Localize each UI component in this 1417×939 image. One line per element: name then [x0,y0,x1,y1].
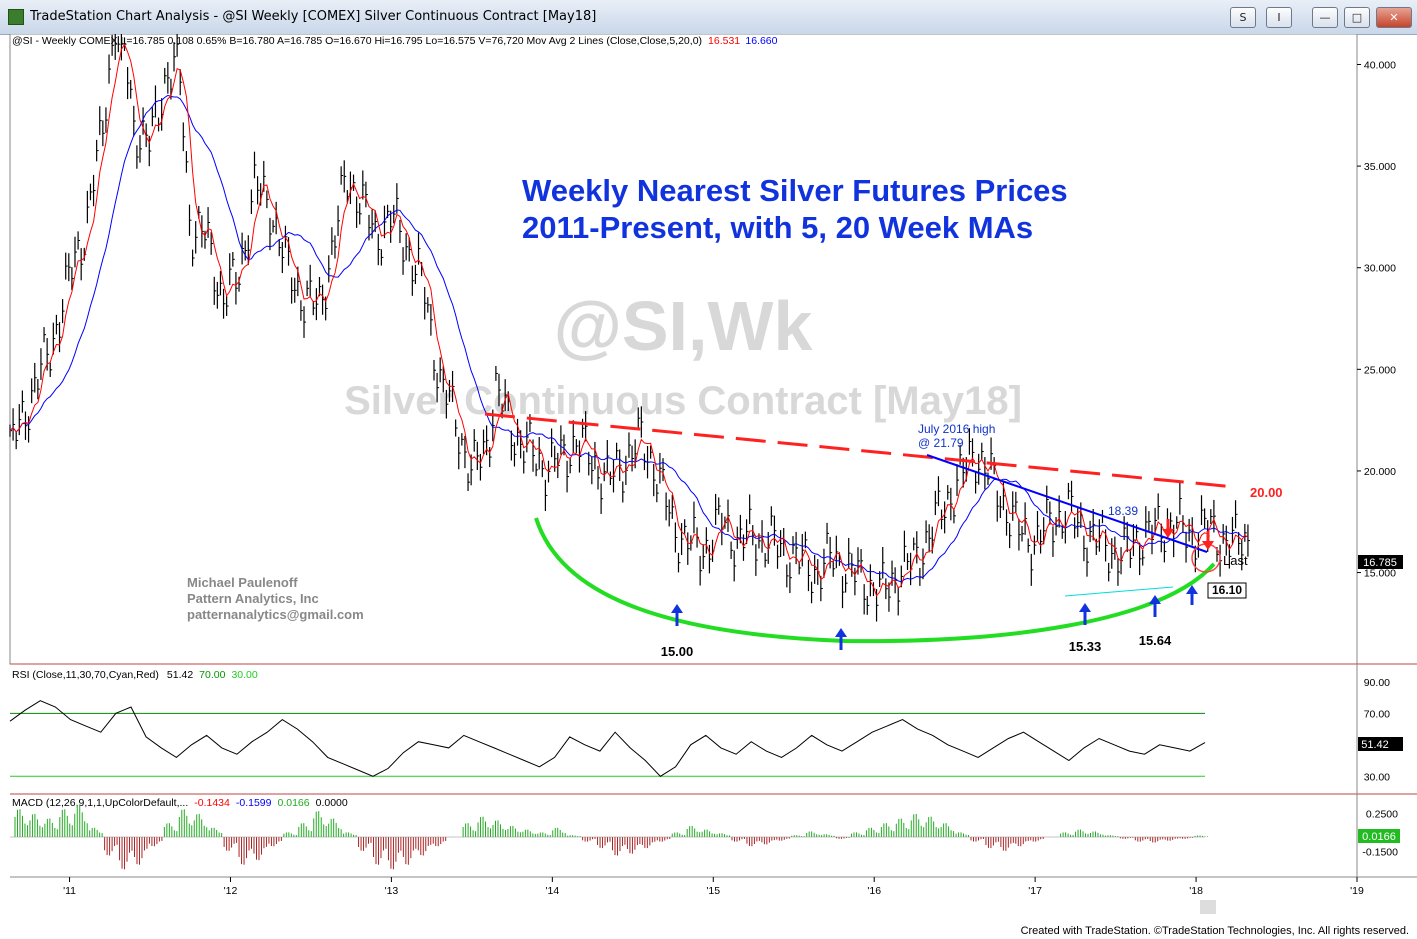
downtrend-line [926,454,1208,553]
x-tick-label: '17 [1028,885,1042,897]
rsi-tick-label: 30.00 [1364,771,1390,783]
header-text: @SI - Weekly COMEX L=16.785 0.108 0.65% … [12,35,702,47]
macd-v2: -0.1599 [236,797,272,809]
author-company: Pattern Analytics, Inc [187,591,319,606]
arrow-up-icon [835,628,847,650]
x-tick-label: '11 [63,885,76,897]
indicator-menu-button[interactable]: I [1266,7,1292,28]
arrow-down-icon [1202,531,1214,550]
macd-v3: 0.0166 [278,797,310,809]
price-axis: 40.000 35.000 30.000 25.000 20.000 15.000 [1357,59,1396,580]
low-label-15-64: 15.64 [1139,633,1172,648]
low-label-15-00: 15.00 [661,644,694,659]
rsi-os-value: 30.00 [231,669,257,681]
arrow-up-icon [671,604,683,626]
macd-value-box [1358,829,1400,843]
last-price-value: 16.785 [1363,557,1397,569]
scrollbar-thumb[interactable] [1200,900,1216,914]
macd-tick-label: -0.1500 [1362,846,1398,858]
support-box-label: 16.10 [1212,583,1242,597]
arrow-up-icon [1079,603,1091,625]
last-price-box [1358,555,1403,569]
y-tick-label: 35.000 [1364,161,1396,173]
rsi-title: RSI (Close,11,30,70,Cyan,Red) [12,669,159,681]
y-tick-label: 25.000 [1364,364,1396,376]
y-tick-label: 20.000 [1364,466,1396,478]
x-tick-label: '15 [706,885,720,897]
rsi-ob-value: 70.00 [199,669,225,681]
rsi-axis: 90.00 70.00 30.00 [1364,677,1390,783]
arrow-up-icon [1149,595,1161,617]
ma-fast-value: 16.531 [708,35,740,47]
low-label-15-33: 15.33 [1069,639,1102,654]
x-tick-label: '12 [224,885,238,897]
rsi-tick-label: 70.00 [1364,708,1390,720]
macd-value-box-label: 0.0166 [1362,831,1396,843]
ma-slow-value: 16.660 [745,35,777,47]
maximize-button[interactable]: □ [1344,7,1370,28]
window-titlebar: TradeStation Chart Analysis - @SI Weekly… [0,0,1417,35]
ma-5-line [9,43,1249,597]
macd-v1: -0.1434 [194,797,230,809]
minimize-button[interactable]: — [1312,7,1338,28]
rsi-line [9,700,1206,777]
last-label: Last [1223,553,1248,568]
macd-tick-label: 0.2500 [1366,808,1398,820]
arrow-down-icon [1162,519,1174,538]
symbol-menu-button[interactable]: S [1230,7,1256,28]
window-title: TradeStation Chart Analysis - @SI Weekly… [30,9,597,24]
rsi-tick-label: 90.00 [1364,677,1390,689]
support-box [1207,582,1247,599]
july-high-label-1: July 2016 high [918,422,995,436]
x-tick-label: '19 [1350,885,1364,897]
macd-axis: 0.2500 -0.1500 [1362,808,1398,858]
macd-title: MACD (12,26,9,1,1,UpColorDefault,... [12,797,188,809]
x-tick-label: '14 [545,885,559,897]
close-button[interactable]: ✕ [1376,7,1412,28]
watermark-symbol: @SI,Wk [554,287,813,365]
y-tick-label: 40.000 [1364,59,1396,71]
rsi-value-box-label: 51.42 [1361,739,1389,751]
macd-header: MACD (12,26,9,1,1,UpColorDefault,... -0.1… [12,797,348,809]
chart-canvas[interactable]: 40.000 35.000 30.000 25.000 20.000 15.000 '11… [0,34,1417,939]
downtrend-label: 18.39 [1108,504,1138,518]
author-name: Michael Paulenoff [187,575,298,590]
footer-copyright: Created with TradeStation. ©TradeStation… [1020,925,1409,937]
x-tick-label: '16 [867,885,881,897]
macd-histogram [14,804,1209,870]
x-tick-label: '18 [1189,885,1203,897]
rsi-value: 51.42 [167,669,193,681]
x-tick-label: '13 [385,885,399,897]
price-pane [9,34,1358,665]
chart-title-line-1: Weekly Nearest Silver Futures Prices [522,173,1068,208]
chart-title-line-2: 2011-Present, with 5, 20 Week MAs [522,210,1033,245]
author-email: patternanalytics@gmail.com [187,607,364,622]
macd-v4: 0.0000 [316,797,348,809]
rsi-value-box [1358,737,1403,751]
y-tick-label: 30.000 [1364,263,1396,275]
y-tick-label: 15.000 [1364,568,1396,580]
support-arc [534,517,1216,644]
rsi-header: RSI (Close,11,30,70,Cyan,Red) 51.42 70.00 3… [12,669,258,681]
arrow-up-icon [1186,585,1198,605]
july-high-label-2: @ 21.79 [918,436,964,450]
watermark-name: Silver Continuous Contract [May18] [344,379,1022,423]
resistance-label: 20.00 [1250,485,1283,500]
ma-20-line [9,94,1248,583]
header-line: @SI - Weekly COMEX L=16.785 0.108 0.65% … [12,35,778,47]
app-icon [8,9,24,25]
time-axis: '11 '12 '13 '14 '15 '16 '17 '18 '19 [63,877,1364,897]
support-line [1064,586,1174,597]
